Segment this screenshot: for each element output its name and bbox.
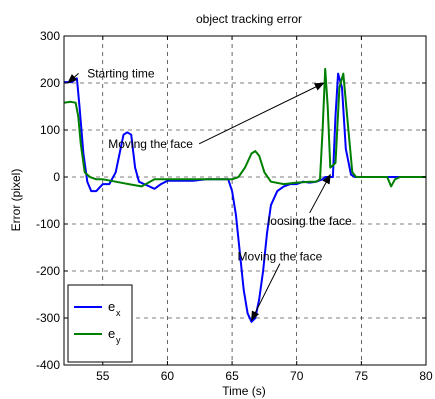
x-tick-label: 80: [419, 369, 433, 383]
y-tick-label: 100: [40, 123, 60, 137]
legend-label-y: e: [108, 326, 115, 341]
axes-frame: [63, 35, 427, 366]
legend-box: [67, 284, 133, 363]
chart-title: object tracking error: [196, 12, 302, 26]
annotation-text: Moving the face: [238, 250, 323, 264]
y-tick-label: -300: [36, 311, 60, 325]
y-tick-label: -200: [36, 264, 60, 278]
y-axis-label: Error (pixel): [9, 169, 23, 232]
y-tick-label: 200: [40, 76, 60, 90]
y-tick-label: -100: [36, 217, 60, 231]
x-tick-label: 60: [161, 369, 175, 383]
series-line-x: [64, 72, 426, 323]
annotation-text: Starting time: [87, 66, 155, 80]
annotation-text: Moving the face: [108, 137, 193, 151]
y-tick-label: 0: [53, 170, 60, 184]
legend-sub-y: y: [116, 335, 121, 345]
annotation-arrow: [251, 263, 281, 322]
x-tick-label: 75: [355, 369, 369, 383]
x-tick-label: 55: [96, 369, 110, 383]
y-tick-label: 300: [40, 29, 60, 43]
series-line-y: [63, 67, 426, 188]
x-tick-label: 65: [225, 369, 239, 383]
annotation-arrow: [309, 173, 331, 214]
x-axis-label: Time (s): [222, 384, 266, 398]
legend-label-x: e: [108, 299, 115, 314]
annotation-text: loosing the face: [268, 214, 352, 228]
plot-area: [63, 67, 426, 323]
legend-sub-x: x: [116, 308, 121, 318]
axis-ticks: 55 60 65 70 75 80 -400 -300 -200 -100 0 100 200 300: [36, 29, 433, 383]
x-tick-label: 70: [290, 369, 304, 383]
y-tick-label: -400: [36, 358, 60, 372]
annotations: Starting time Moving the face loosing the …: [67, 66, 352, 322]
annotation-arrow: [67, 72, 79, 84]
annotation-arrow: [198, 82, 325, 145]
legend: e xe y: [67, 284, 133, 363]
